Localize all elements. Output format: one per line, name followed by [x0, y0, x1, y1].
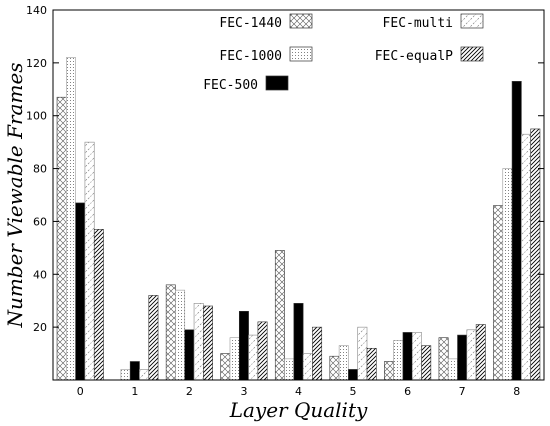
y-tick-label-40: 40 [33, 268, 47, 281]
legend-label-fec-1440: FEC-1440 [219, 16, 282, 31]
x-tick-label-4: 4 [295, 385, 302, 398]
bar-fec-equalp-q4 [312, 326, 323, 381]
bar-fec-1440-q5 [329, 355, 340, 381]
bar-fec-500-q3 [238, 310, 249, 381]
y-tick-label-120: 120 [26, 57, 47, 70]
bar-fec-500-q7 [457, 334, 468, 381]
bar-fec-multi-q3 [248, 334, 259, 381]
bar-fec-500-q1 [129, 361, 140, 381]
y-axis-title: Number Viewable Frames [3, 62, 27, 328]
y-tick-label-100: 100 [26, 110, 47, 123]
bar-fec-equalp-q7 [475, 324, 486, 381]
legend-swatch-fec-500 [265, 75, 289, 91]
legend-swatch-fec-1440 [289, 13, 313, 29]
legend: FEC-1440 FEC-1000 FEC-500 FEC-multi FEC-equa… [203, 13, 484, 93]
bar-fec-1440-q7 [438, 337, 449, 381]
bar-fec-1440-q3 [220, 353, 231, 381]
bar-fec-multi-q0 [84, 141, 95, 381]
bar-fec-equalp-q5 [366, 347, 377, 381]
x-tick-label-2: 2 [186, 385, 193, 398]
bar-fec-500-q0 [75, 202, 86, 381]
y-tick-label-140: 140 [26, 4, 47, 17]
bar-fec-1000-q6 [393, 340, 404, 381]
bar-fec-500-q2 [184, 329, 195, 381]
x-tick-label-0: 0 [77, 385, 84, 398]
bar-fec-1000-q1 [120, 369, 131, 381]
plot-frame [52, 9, 545, 381]
y-tick-label-80: 80 [33, 163, 47, 176]
x-tick-label-3: 3 [240, 385, 247, 398]
legend-label-fec-500: FEC-500 [203, 78, 258, 93]
bar-fec-multi-q7 [466, 329, 477, 381]
bars-group [56, 57, 541, 381]
bar-fec-1440-q4 [274, 250, 285, 381]
bar-fec-equalp-q3 [257, 321, 268, 381]
x-tick-label-6: 6 [404, 385, 411, 398]
x-axis-ticks: 0 1 2 3 4 5 6 7 8 [77, 385, 520, 398]
x-tick-label-1: 1 [131, 385, 138, 398]
bar-fec-1000-q8 [502, 168, 513, 381]
bar-fec-equalp-q6 [421, 345, 432, 381]
bar-fec-500-q8 [511, 81, 522, 381]
bar-fec-1000-q4 [284, 358, 295, 381]
bar-fec-multi-q5 [357, 326, 368, 381]
x-tick-label-8: 8 [513, 385, 520, 398]
bar-fec-1000-q0 [66, 57, 76, 381]
legend-label-fec-equalp: FEC-equalP [375, 49, 453, 64]
bar-fec-multi-q6 [411, 332, 422, 381]
y-tick-label-20: 20 [33, 321, 47, 334]
legend-label-fec-multi: FEC-multi [383, 16, 453, 31]
legend-swatch-fec-1000 [289, 46, 313, 62]
x-tick-label-7: 7 [459, 385, 466, 398]
bar-fec-multi-q8 [521, 133, 531, 381]
legend-swatch-fec-equalp [460, 46, 484, 62]
bar-fec-1000-q7 [447, 358, 458, 381]
y-tick-label-60: 60 [33, 215, 47, 228]
legend-label-fec-1000: FEC-1000 [219, 49, 282, 64]
bar-fec-500-q4 [293, 303, 304, 381]
x-tick-label-5: 5 [350, 385, 357, 398]
bar-fec-equalp-q0 [93, 229, 104, 381]
bar-fec-1440-q8 [493, 205, 504, 381]
bar-fec-1000-q5 [338, 345, 349, 381]
bar-fec-1440-q0 [56, 96, 67, 381]
bar-fec-1000-q2 [175, 289, 186, 381]
legend-swatch-fec-multi [460, 13, 484, 29]
bar-fec-1000-q3 [229, 337, 240, 381]
bar-fec-multi-q2 [193, 303, 204, 381]
bar-fec-1440-q2 [165, 284, 176, 381]
bar-fec-equalp-q2 [203, 305, 213, 381]
bar-fec-equalp-q1 [148, 295, 159, 381]
bar-fec-multi-q4 [302, 353, 313, 381]
bar-fec-1440-q6 [384, 361, 394, 381]
bar-fec-equalp-q8 [530, 128, 541, 381]
bar-fec-multi-q1 [139, 369, 150, 381]
bar-fec-500-q6 [402, 332, 413, 381]
bar-fec-500-q5 [348, 369, 359, 381]
x-axis-title: Layer Quality [229, 398, 368, 422]
